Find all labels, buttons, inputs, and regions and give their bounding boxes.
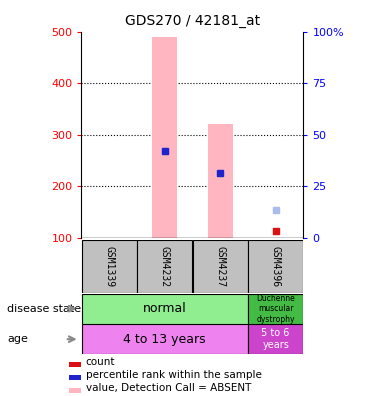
Text: GSM4396: GSM4396 xyxy=(270,246,281,287)
Bar xyxy=(152,37,177,238)
Bar xyxy=(248,324,303,354)
Text: GSM1339: GSM1339 xyxy=(104,246,114,287)
Text: percentile rank within the sample: percentile rank within the sample xyxy=(86,370,262,380)
Text: age: age xyxy=(7,334,28,344)
Bar xyxy=(82,324,248,354)
Bar xyxy=(69,362,81,367)
Text: Duchenne
muscular
dystrophy: Duchenne muscular dystrophy xyxy=(256,294,295,324)
Bar xyxy=(69,375,81,380)
Bar xyxy=(69,388,81,393)
Bar xyxy=(82,294,248,324)
Text: disease state: disease state xyxy=(7,304,81,314)
Bar xyxy=(248,294,303,324)
Text: 4 to 13 years: 4 to 13 years xyxy=(123,333,206,346)
Text: 5 to 6
years: 5 to 6 years xyxy=(262,328,290,350)
Text: GSM4232: GSM4232 xyxy=(159,246,170,287)
Text: value, Detection Call = ABSENT: value, Detection Call = ABSENT xyxy=(86,383,251,393)
Text: GSM4237: GSM4237 xyxy=(215,246,225,287)
Bar xyxy=(137,240,192,293)
Text: count: count xyxy=(86,358,115,367)
Title: GDS270 / 42181_at: GDS270 / 42181_at xyxy=(125,14,260,28)
Text: normal: normal xyxy=(143,302,186,315)
Bar xyxy=(193,240,248,293)
Bar xyxy=(208,124,233,238)
Bar xyxy=(248,240,303,293)
Bar xyxy=(82,240,137,293)
